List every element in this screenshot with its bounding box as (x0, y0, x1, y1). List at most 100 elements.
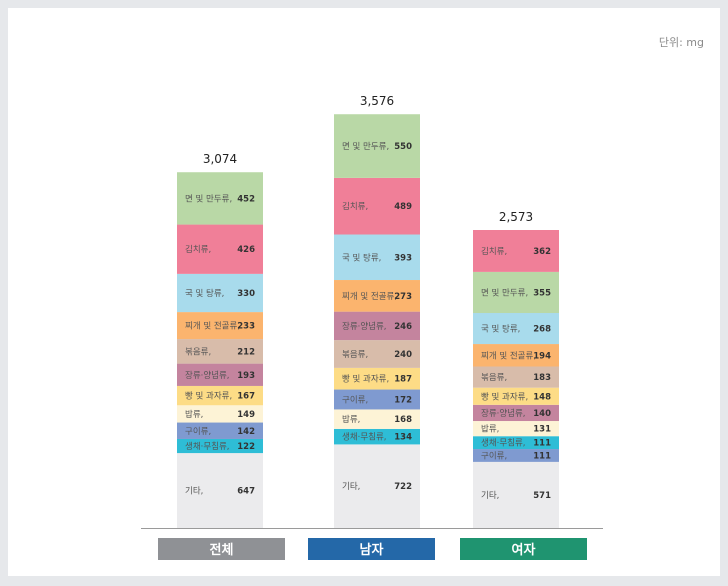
segment-value: 330 (237, 289, 255, 299)
segment-label: 생채·무침류, (342, 432, 387, 443)
bar-segment (334, 428, 420, 445)
segment-value: 571 (533, 491, 551, 501)
segment-label: 밥류, (342, 415, 360, 425)
bar-segment (334, 177, 420, 235)
segment-label: 국 및 탕류, (185, 288, 224, 299)
bar-segment (177, 312, 263, 340)
unit-label: 단위: mg (658, 36, 704, 49)
segment-value: 452 (237, 194, 255, 204)
segment-label: 빵 및 과자류, (185, 391, 232, 402)
bar-segment (473, 366, 559, 388)
bar-segment (473, 436, 559, 450)
segment-value: 268 (533, 325, 551, 335)
bar-segment (334, 409, 420, 429)
segment-label: 면 및 만두류, (185, 193, 232, 204)
segment-value: 122 (237, 442, 255, 452)
bar-segment (334, 444, 420, 528)
bar-segment (177, 422, 263, 439)
bar-segment (334, 114, 420, 178)
segment-label: 국 및 탕류, (342, 252, 381, 263)
bar-segment (334, 311, 420, 341)
bar-segment (177, 405, 263, 423)
bar-segment (473, 271, 559, 314)
segment-value: 722 (394, 482, 412, 492)
segment-value: 167 (237, 392, 255, 402)
segment-value: 233 (237, 322, 255, 332)
segment-value: 134 (394, 433, 412, 443)
segment-label: 구이류, (342, 394, 368, 405)
segment-label: 생채·무침류, (481, 438, 526, 449)
category-tab (460, 538, 587, 560)
segment-label: 기타, (481, 491, 499, 501)
segment-label: 김치류, (185, 244, 211, 255)
bar-segment (473, 449, 559, 462)
category-label: 전체 (210, 542, 234, 558)
segment-value: 647 (237, 487, 255, 497)
bar-total: 3,074 (203, 152, 237, 166)
segment-value: 131 (533, 425, 551, 435)
bar-segment (473, 387, 559, 405)
segment-label: 찌개 및 전골류, (342, 291, 397, 302)
segment-value: 193 (237, 371, 255, 381)
bar-segment (334, 367, 420, 390)
bar-total: 3,576 (360, 94, 394, 108)
segment-value: 111 (533, 439, 551, 449)
segment-value: 140 (533, 409, 551, 419)
segment-label: 기타, (185, 487, 203, 497)
segment-value: 172 (394, 395, 412, 405)
segment-label: 생채·무침류, (185, 441, 230, 452)
segment-label: 면 및 만두류, (481, 287, 528, 298)
category-label: 남자 (360, 542, 384, 558)
segment-label: 면 및 만두류, (342, 141, 389, 152)
segment-value: 240 (394, 350, 412, 360)
segment-value: 362 (533, 247, 551, 257)
segment-label: 장류·양념류, (481, 408, 526, 419)
bar-segment (334, 234, 420, 281)
segment-value: 149 (237, 410, 255, 420)
bar-segment (177, 385, 263, 406)
segment-label: 김치류, (481, 246, 507, 257)
bar-segment (473, 230, 559, 272)
segment-label: 국 및 탕류, (481, 324, 520, 335)
bar-segment (334, 389, 420, 410)
segment-value: 187 (394, 375, 412, 385)
category-tab (158, 538, 285, 560)
segment-value: 550 (394, 142, 412, 152)
bar-segment (177, 172, 263, 225)
category-tab (308, 538, 435, 560)
segment-label: 구이류, (481, 450, 507, 461)
segment-value: 246 (394, 322, 412, 332)
segment-label: 볶음류, (481, 373, 507, 383)
segment-value: 426 (237, 245, 255, 255)
segment-value: 142 (237, 427, 255, 437)
bar-segment (473, 313, 559, 345)
segment-label: 찌개 및 전골류, (481, 350, 536, 361)
segment-label: 구이류, (185, 426, 211, 437)
bar-total: 2,573 (499, 210, 533, 224)
segment-value: 111 (533, 451, 551, 461)
segment-label: 볶음류, (342, 350, 368, 360)
segment-label: 장류·양념류, (342, 321, 387, 332)
segment-value: 148 (533, 392, 551, 402)
bar-segment (177, 273, 263, 313)
bar-segment (177, 438, 263, 454)
segment-label: 기타, (342, 482, 360, 492)
bar-segment (177, 453, 263, 528)
segment-value: 194 (533, 351, 551, 361)
segment-label: 찌개 및 전골류, (185, 321, 240, 332)
segment-value: 273 (394, 292, 412, 302)
segment-value: 168 (394, 415, 412, 425)
segment-label: 빵 및 과자류, (481, 391, 528, 402)
bar-segment (473, 344, 559, 367)
bar-segment (334, 340, 420, 368)
bar-segment (473, 421, 559, 437)
segment-value: 183 (533, 373, 551, 383)
segment-label: 장류·양념류, (185, 370, 230, 381)
bar-segment (177, 363, 263, 386)
segment-label: 밥류, (185, 410, 203, 420)
segment-value: 212 (237, 347, 255, 357)
segment-label: 김치류, (342, 201, 368, 212)
segment-value: 393 (394, 253, 412, 263)
segment-label: 빵 및 과자류, (342, 374, 389, 385)
